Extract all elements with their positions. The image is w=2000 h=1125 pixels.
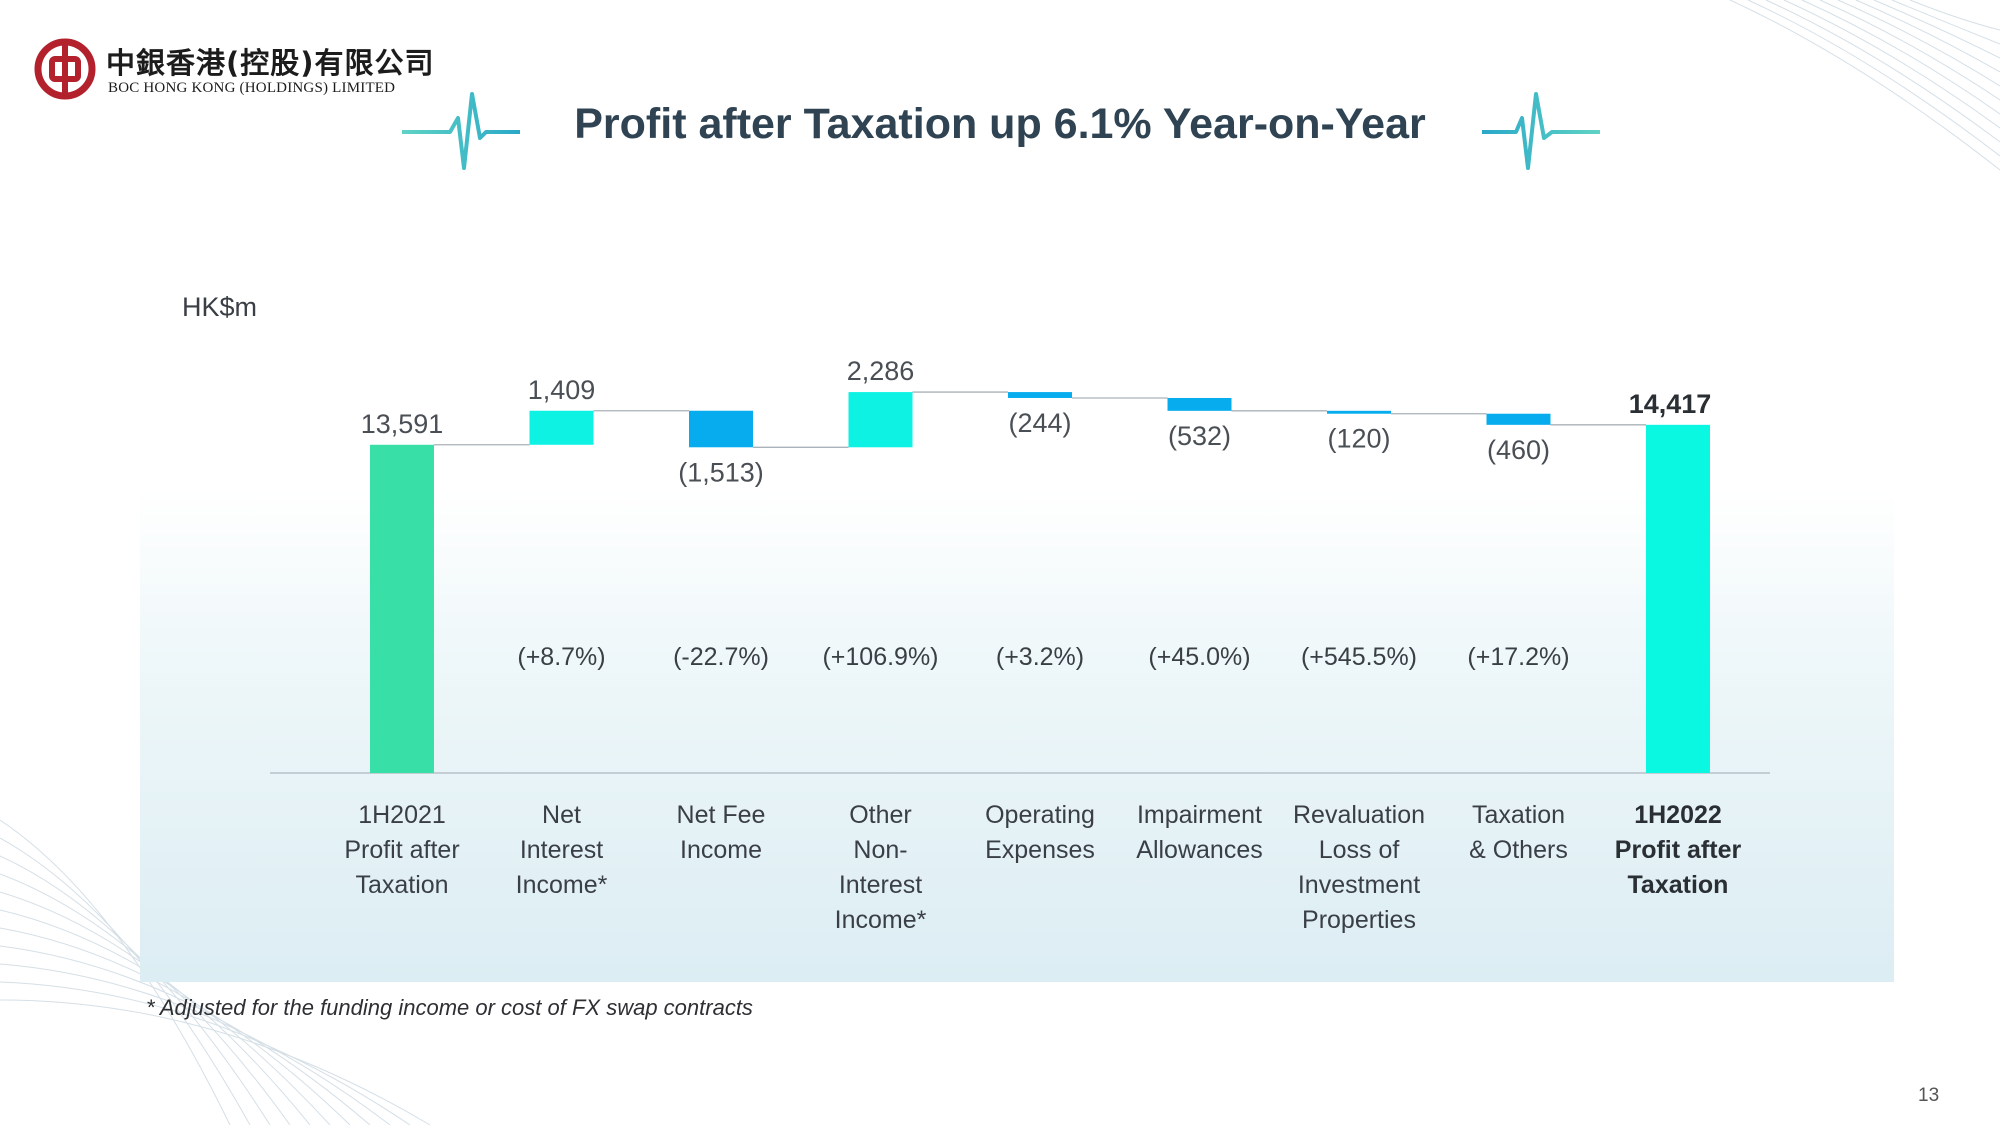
top-right-wave-pattern (1729, 0, 2000, 171)
bar-7 (1486, 413, 1551, 425)
category-label-6-1: Loss of (1319, 836, 1400, 864)
change-label-4: (+3.2%) (996, 643, 1084, 671)
left-pulse-icon (402, 92, 520, 170)
slide-title: Profit after Taxation up 6.1% Year-on-Ye… (574, 100, 1426, 148)
page-number: 13 (1918, 1085, 1940, 1106)
change-label-2: (-22.7%) (673, 643, 769, 671)
bar-3 (848, 392, 913, 448)
change-label-7: (+17.2%) (1467, 643, 1569, 671)
category-label-7-1: & Others (1469, 836, 1568, 864)
category-label-4-1: Expenses (985, 836, 1095, 864)
value-label-0: 13,591 (361, 409, 444, 439)
value-label-5: (532) (1168, 421, 1231, 451)
category-label-0-0: 1H2021 (358, 801, 446, 829)
value-label-7: (460) (1487, 435, 1550, 465)
value-label-6: (120) (1327, 424, 1390, 454)
category-label-7-0: Taxation (1472, 801, 1565, 829)
bar-1 (529, 410, 594, 445)
category-label-2-1: Income (680, 836, 762, 864)
category-label-3-2: Interest (839, 871, 922, 899)
bar-0 (370, 444, 434, 773)
category-label-3-3: Income* (835, 906, 927, 934)
category-label-4-0: Operating (985, 801, 1095, 829)
category-label-8-2: Taxation (1628, 871, 1729, 899)
bar-8 (1646, 424, 1710, 773)
right-pulse-icon (1482, 92, 1600, 170)
change-label-6: (+545.5%) (1301, 643, 1417, 671)
unit-label: HK$m (182, 292, 258, 322)
change-label-5: (+45.0%) (1148, 643, 1250, 671)
category-label-8-0: 1H2022 (1634, 801, 1722, 829)
footnote: * Adjusted for the funding income or cos… (146, 995, 753, 1020)
category-label-6-3: Properties (1302, 906, 1416, 934)
category-label-1-0: Net (542, 801, 581, 829)
category-label-8-1: Profit after (1615, 836, 1742, 864)
value-label-2: (1,513) (678, 457, 764, 487)
category-label-6-0: Revaluation (1293, 801, 1425, 829)
category-label-3-0: Other (849, 801, 912, 829)
logo-english-name: BOC HONG KONG (HOLDINGS) LIMITED (108, 80, 396, 96)
bar-4 (1008, 392, 1072, 398)
logo-chinese-name: 中銀香港(控股)有限公司 (106, 46, 435, 80)
category-label-2-0: Net Fee (677, 801, 766, 829)
value-label-1: 1,409 (528, 375, 596, 405)
change-label-1: (+8.7%) (517, 643, 605, 671)
value-label-3: 2,286 (847, 356, 915, 386)
value-label-8: 14,417 (1629, 389, 1712, 419)
bar-6 (1327, 410, 1391, 414)
boc-logo-icon (34, 38, 96, 100)
category-label-1-2: Income* (516, 871, 608, 899)
category-label-0-1: Profit after (344, 836, 459, 864)
category-label-5-0: Impairment (1137, 801, 1262, 829)
category-label-1-1: Interest (520, 836, 603, 864)
change-label-3: (+106.9%) (822, 643, 938, 671)
category-label-6-2: Investment (1298, 871, 1420, 899)
company-logo: 中銀香港(控股)有限公司 BOC HONG KONG (HOLDINGS) LI… (34, 38, 454, 102)
bottom-left-wave-pattern (0, 819, 431, 1125)
category-label-5-1: Allowances (1136, 836, 1262, 864)
bar-2 (689, 410, 753, 448)
category-label-3-1: Non- (853, 836, 907, 864)
category-label-0-2: Taxation (355, 871, 448, 899)
bar-5 (1167, 397, 1232, 411)
value-label-4: (244) (1008, 408, 1071, 438)
